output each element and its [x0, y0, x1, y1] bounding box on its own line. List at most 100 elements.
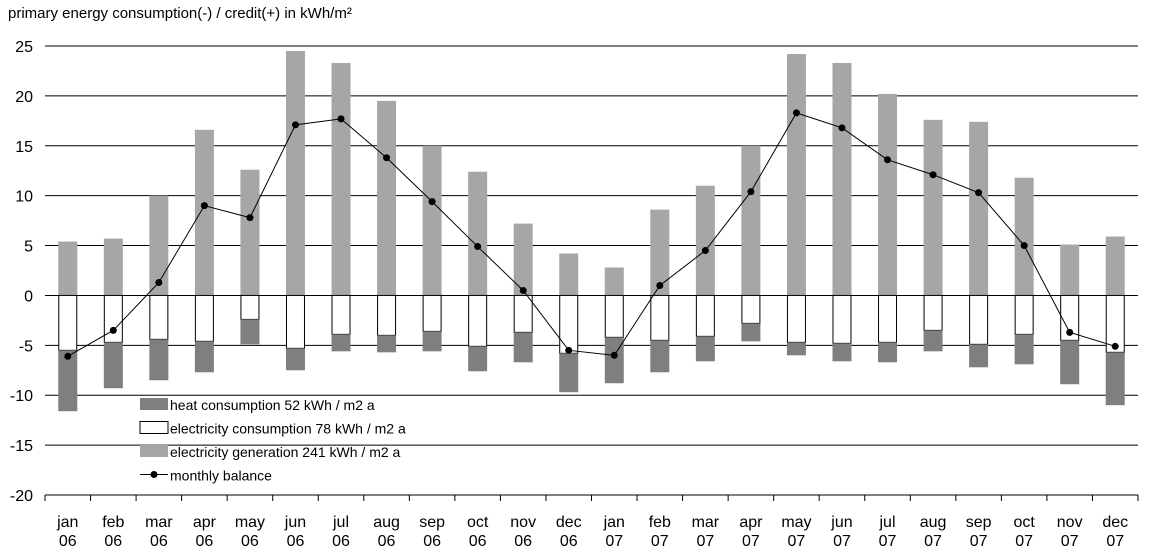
x-tick-label-month: may: [235, 514, 265, 531]
x-tick-label-month: dec: [1102, 514, 1128, 531]
x-tick-label-year: 06: [104, 533, 122, 550]
generation-bar: [923, 119, 943, 296]
legend-label: electricity consumption 78 kWh / m2 a: [170, 421, 406, 437]
electricity-consumption-bar: [149, 294, 169, 340]
heat-consumption-bar: [832, 343, 852, 362]
x-tick-label-month: may: [781, 514, 811, 531]
generation-bar: [377, 100, 397, 296]
electricity-consumption-bar: [285, 294, 305, 349]
x-tick-label-month: dec: [556, 514, 582, 531]
generation-bars: [58, 50, 1125, 296]
electricity-consumption-bar: [1014, 294, 1034, 335]
x-tick-label-month: jun: [284, 514, 306, 531]
generation-bar: [194, 129, 214, 296]
legend-swatch: [140, 445, 168, 457]
y-tick-label: 0: [24, 288, 33, 305]
balance-point: [474, 243, 482, 251]
x-tick-label-month: jan: [603, 514, 625, 531]
x-tick-label-year: 06: [469, 533, 487, 550]
electricity-consumption-bar: [194, 294, 214, 342]
generation-bar: [1060, 244, 1080, 296]
x-tick-label-month: jun: [830, 514, 852, 531]
y-tick-label: 20: [15, 89, 33, 106]
x-tick-label-month: oct: [1013, 514, 1035, 531]
y-tick-label: -10: [10, 388, 33, 405]
electricity-consumption-bar: [513, 294, 533, 333]
heat-consumption-bar: [559, 353, 579, 393]
x-tick-label-year: 06: [241, 533, 259, 550]
balance-point: [1066, 328, 1074, 336]
balance-point: [64, 352, 72, 360]
generation-bar: [969, 121, 989, 296]
heat-consumption-bar: [786, 342, 806, 356]
y-tick-label: 5: [24, 239, 33, 256]
heat-consumption-bars: [58, 319, 1125, 412]
generation-bar: [103, 238, 123, 296]
x-tick-label-year: 07: [605, 533, 623, 550]
electricity-consumption-bar: [969, 294, 989, 345]
x-tick-label-month: jul: [879, 514, 896, 531]
generation-bar: [1014, 177, 1034, 296]
x-tick-label-year: 07: [696, 533, 714, 550]
generation-bar: [604, 267, 624, 296]
electricity-consumption-bar: [923, 294, 943, 331]
generation-bar: [513, 223, 533, 296]
generation-bar: [422, 145, 442, 296]
x-tick-label-year: 07: [924, 533, 942, 550]
generation-bar: [786, 53, 806, 296]
heat-consumption-bar: [650, 340, 670, 373]
electricity-consumption-bar: [331, 294, 351, 335]
electricity-consumption-bar: [741, 294, 761, 324]
generation-bar: [878, 93, 898, 296]
balance-point: [246, 214, 254, 222]
x-tick-label-year: 07: [879, 533, 897, 550]
generation-bar: [240, 169, 260, 296]
heat-consumption-bar: [149, 339, 169, 381]
x-tick-label-month: nov: [1057, 514, 1083, 531]
y-tick-label: -15: [10, 438, 33, 455]
heat-consumption-bar: [240, 319, 260, 345]
legend-marker-monthly-balance: [150, 471, 158, 478]
generation-bar: [559, 253, 579, 296]
electricity-consumption-bar: [422, 294, 442, 332]
heat-consumption-bar: [741, 323, 761, 342]
balance-point: [747, 188, 755, 196]
x-tick-label-month: feb: [102, 514, 124, 531]
x-tick-label-month: jan: [56, 514, 78, 531]
balance-point: [838, 124, 846, 132]
balance-point: [975, 189, 983, 197]
generation-bar: [650, 209, 670, 296]
balance-point: [656, 281, 664, 289]
x-tick-label-year: 06: [287, 533, 305, 550]
heat-consumption-bar: [194, 341, 214, 373]
balance-point: [428, 198, 436, 206]
electricity-consumption-bar: [468, 294, 488, 347]
y-axis-ticks: 25 20 15 10 5 0 -5 -10 -15 -20: [10, 39, 33, 505]
x-tick-label-year: 06: [59, 533, 77, 550]
x-tick-label-year: 07: [970, 533, 988, 550]
generation-bar: [741, 145, 761, 296]
x-tick-label-year: 06: [514, 533, 532, 550]
x-tick-label-year: 07: [651, 533, 669, 550]
electricity-consumption-bar: [832, 294, 852, 344]
x-tick-label-year: 06: [150, 533, 168, 550]
heat-consumption-bar: [1060, 340, 1080, 385]
x-axis: jan 06 feb 06 mar 06 apr 06 may 06 jun 06 jul 06 aug 06…: [44, 495, 1139, 550]
electricity-consumption-bar: [240, 294, 260, 320]
legend: heat consumption 52 kWh / m2 a electricit…: [139, 397, 406, 484]
y-tick-label: 15: [15, 139, 33, 156]
legend-swatch: [139, 421, 169, 434]
heat-consumption-bar: [468, 346, 488, 372]
balance-point: [565, 346, 573, 354]
balance-point: [884, 156, 892, 164]
x-tick-label-year: 06: [332, 533, 350, 550]
legend-label: electricity generation 241 kWh / m2 a: [170, 444, 401, 460]
x-tick-label-month: apr: [193, 514, 217, 531]
heat-consumption-bar: [695, 336, 715, 362]
heat-consumption-bar: [923, 330, 943, 352]
balance-point: [610, 351, 618, 359]
balance-point: [291, 121, 299, 129]
y-tick-label: -20: [10, 488, 33, 505]
balance-point: [1111, 342, 1119, 350]
balance-point: [929, 171, 937, 179]
